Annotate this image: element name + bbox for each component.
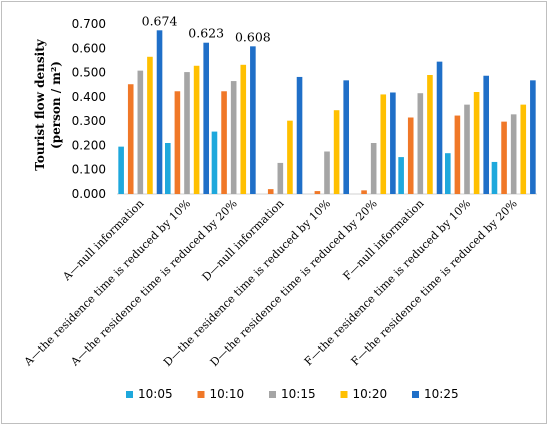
y-tick-label: 0.500 [72,66,106,80]
bar [211,131,218,194]
bar [390,92,396,194]
y-axis-title-line2: (person / m²) [49,61,63,149]
bar [510,114,517,194]
bar [380,94,387,194]
category-label: D—the residence time is reduced by 10% [161,197,333,369]
bar [464,104,470,194]
legend-label: 10:20 [353,387,388,401]
bar [127,84,134,194]
bar [333,110,340,194]
legend-swatch [412,391,419,398]
bar [203,42,209,195]
bar [193,65,200,195]
bar [473,92,480,194]
bar [530,80,536,194]
data-label: 0.623 [188,26,224,41]
y-axis-title-line1: Tourist flow density [33,38,47,170]
bars [118,30,536,195]
bar [184,72,190,194]
y-tick-label: 0.000 [72,187,106,201]
bar [240,64,247,194]
category-label: D—null information [200,197,287,284]
legend-swatch [269,391,276,398]
legend-label: 10:10 [210,387,245,401]
bar [454,115,461,194]
bar [501,121,507,194]
bar [156,30,163,195]
bar [267,189,274,194]
data-label: 0.674 [142,13,178,28]
data-label: 0.608 [235,29,271,44]
bar [427,75,433,194]
bar [221,91,227,194]
category-label: A—the residence time is reduced by 10% [21,197,193,369]
y-tick-label: 0.400 [72,90,106,104]
bar [147,56,153,194]
bar [165,143,171,194]
bar [436,61,443,194]
bar [277,162,284,194]
bar [296,76,303,194]
bar [445,153,451,194]
bar [230,81,237,194]
bar [287,120,293,194]
bar [417,93,424,194]
category-label: F—null information [341,197,427,283]
bar [137,70,144,194]
y-tick-label: 0.200 [72,138,106,152]
bar [324,151,330,194]
category-label: D—the residence time is reduced by 20% [208,197,380,369]
y-tick-label: 0.700 [72,17,106,31]
bar [361,190,367,194]
category-label: F—the residence time is reduced by 20% [349,197,520,368]
legend-label: 10:15 [281,387,316,401]
category-label: A—null information [60,197,147,284]
bar [174,91,181,194]
y-tick-label: 0.100 [72,163,106,177]
bar [407,117,414,194]
bar [520,104,527,194]
bar [370,143,377,194]
category-label: F—the residence time is reduced by 10% [302,197,473,368]
legend: 10:05 10:10 10:15 10:20 10:25 [126,387,459,401]
bar [483,75,489,194]
bar [343,80,349,194]
bar [398,157,404,194]
bar [491,161,498,194]
y-tick-label: 0.600 [72,41,106,55]
y-axis-ticks: 0.000 0.100 0.200 0.300 0.400 0.500 0.600 0.700 [72,17,106,201]
data-labels: 0.674 0.623 0.608 [142,13,271,44]
legend-label: 10:25 [424,387,459,401]
category-label: A—the residence time is reduced by 20% [68,197,240,369]
y-tick-label: 0.300 [72,114,106,128]
legend-label: 10:05 [138,387,173,401]
legend-swatch [340,391,348,398]
bar [118,146,124,194]
legend-swatch [197,391,205,398]
legend-swatch [126,391,133,398]
bar [314,191,321,194]
bar [250,46,256,195]
